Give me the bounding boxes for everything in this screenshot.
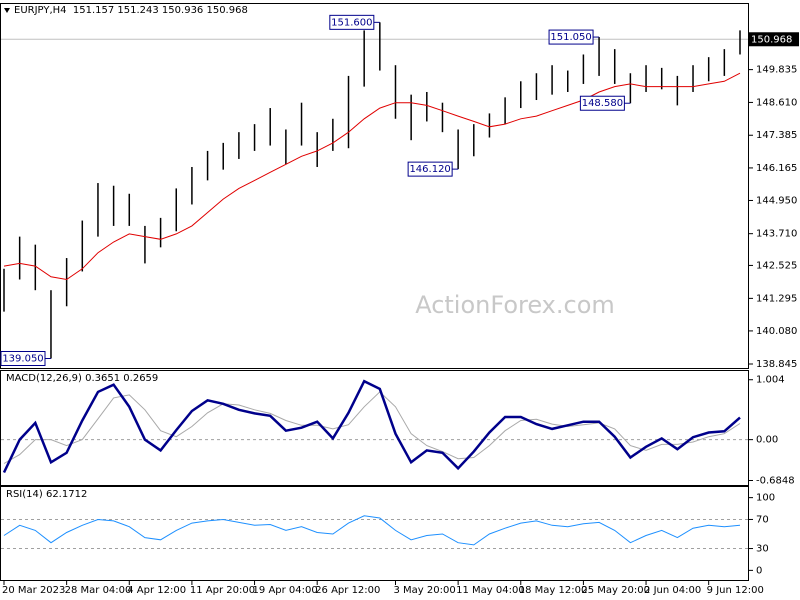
- y-tick-label: 146.165: [756, 163, 797, 174]
- x-tick-label: 19 Apr 04:00: [253, 585, 318, 596]
- x-tick-label: 9 Jun 12:00: [707, 585, 764, 596]
- annotation-box: [548, 29, 594, 45]
- y-tick-label: 149.835: [756, 65, 797, 76]
- indicator-line: [3, 515, 741, 546]
- panel-title: RSI(14) 62.1712: [6, 489, 87, 500]
- macd-panel: [0, 370, 749, 486]
- y-tick-label: 70: [756, 514, 769, 525]
- last-price-box: [749, 32, 799, 47]
- x-tick-label: 4 Apr 12:00: [127, 585, 186, 596]
- y-tick-label: 138.845: [756, 359, 797, 370]
- x-tick-label: 25 May 20:00: [581, 585, 650, 596]
- x-tick-label: 3 May 20:00: [393, 585, 455, 596]
- panel-title: EURJPY,H4 151.157 151.243 150.936 150.96…: [14, 5, 248, 16]
- x-tick-label: 11 Apr 20:00: [190, 585, 255, 596]
- y-tick-label: 100: [756, 493, 775, 504]
- x-tick-label: 2 Jun 04:00: [644, 585, 701, 596]
- panel-title: MACD(12,26,9) 0.3651 0.2659: [6, 373, 158, 384]
- x-tick-label: 28 Mar 04:00: [65, 585, 132, 596]
- annotation-box: [579, 95, 625, 111]
- annotation-label: 148.580: [582, 98, 623, 109]
- symbol-marker: [4, 8, 10, 13]
- annotation-label: 151.600: [331, 17, 372, 28]
- last-price-label: 150.968: [751, 34, 792, 45]
- y-tick-label: 142.525: [756, 260, 797, 271]
- y-tick-label: 0.00: [756, 435, 778, 446]
- annotation-box: [0, 351, 46, 366]
- x-tick-label: 20 Mar 2023: [2, 585, 65, 596]
- annotation-label: 151.050: [550, 32, 591, 43]
- moving-average: [3, 72, 741, 281]
- y-tick-label: 0: [756, 565, 762, 576]
- x-tick-label: 18 May 12:00: [519, 585, 588, 596]
- x-tick-label: 26 Apr 12:00: [315, 585, 380, 596]
- annotation-label: 139.050: [2, 354, 43, 365]
- y-tick-label: 144.950: [756, 195, 797, 206]
- annotation-box: [329, 14, 375, 30]
- y-tick-label: 140.080: [756, 326, 797, 337]
- y-tick-label: 143.710: [756, 229, 797, 240]
- y-tick-label: 141.295: [756, 293, 797, 304]
- price-panel: [0, 3, 749, 369]
- y-tick-label: 147.385: [756, 130, 797, 141]
- rsi-panel: [0, 486, 749, 581]
- watermark: ActionForex.com: [415, 291, 615, 319]
- y-tick-label: 30: [756, 544, 769, 555]
- y-tick-label: 1.004: [756, 375, 785, 386]
- indicator-line: [2, 379, 741, 474]
- x-tick-label: 11 May 04:00: [456, 585, 525, 596]
- y-tick-label: -0.6848: [756, 475, 795, 486]
- annotation-label: 146.120: [409, 164, 450, 175]
- indicator-line: [3, 391, 741, 464]
- annotation-box: [407, 161, 453, 177]
- y-tick-label: 148.610: [756, 97, 797, 108]
